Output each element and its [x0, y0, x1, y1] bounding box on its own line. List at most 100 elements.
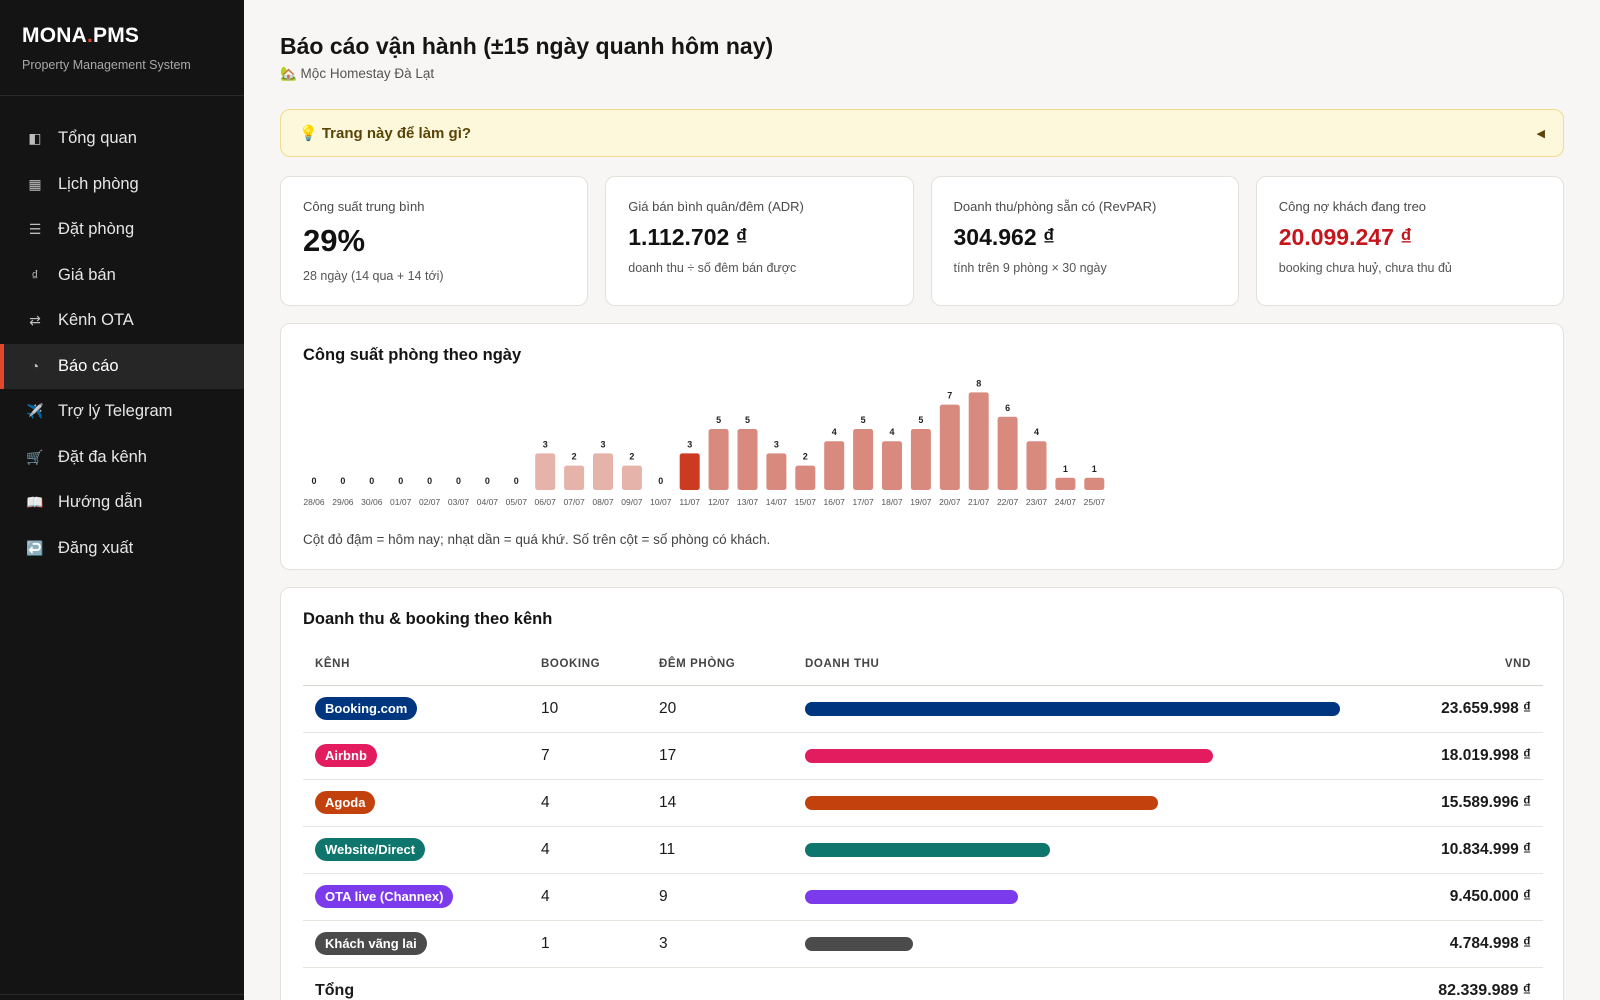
occupancy-bar: [824, 441, 845, 490]
booking-count: 7: [529, 732, 647, 780]
revenue-bar-cell: [793, 779, 1352, 827]
occupancy-value-label: 3: [774, 439, 779, 449]
occupancy-bar: [853, 429, 874, 490]
table-row[interactable]: Website/Direct 4 11 10.834.999 ₫: [303, 826, 1543, 874]
caret-left-icon: ◀: [1536, 127, 1545, 140]
occupancy-value-label: 4: [889, 427, 894, 437]
occupancy-value-label: 0: [340, 476, 345, 486]
revenue-amount: 23.659.998 ₫: [1352, 685, 1543, 733]
occupancy-value-label: 2: [803, 452, 808, 462]
date-tick-label: 17/07: [852, 497, 874, 507]
occupancy-value-label: 2: [629, 452, 634, 462]
channel-cell: Airbnb: [303, 732, 529, 780]
occupancy-value-label: 5: [716, 415, 721, 425]
occupancy-value-label: 1: [1092, 464, 1097, 474]
occupancy-value-label: 7: [947, 391, 952, 401]
table-row[interactable]: Khách vãng lai 1 3 4.784.998 ₫: [303, 920, 1543, 968]
plane-icon: ✈️: [26, 403, 44, 420]
date-tick-label: 05/07: [506, 497, 528, 507]
property-name: 🏡 Mộc Homestay Đà Lạt: [280, 66, 435, 81]
sidebar-item-9[interactable]: ↩️ Đăng xuất: [0, 526, 244, 572]
date-tick-label: 10/07: [650, 497, 672, 507]
kpi-card: Công suất trung bình 29% 28 ngày (14 qua +…: [280, 176, 589, 306]
sidebar-item-label: Tổng quan: [58, 129, 137, 148]
kpi-label: Giá bán bình quân/đêm (ADR): [628, 199, 804, 214]
brand-logo[interactable]: MONA.PMS: [22, 24, 140, 47]
help-toggle[interactable]: 💡 Trang này để làm gì? ◀: [280, 109, 1564, 157]
revenue-bar-track: [805, 842, 1340, 857]
occupancy-bar: [535, 453, 556, 490]
room-nights: 3: [647, 920, 793, 968]
revenue-amount: 4.784.998 ₫: [1352, 920, 1543, 968]
kpi-card: Giá bán bình quân/đêm (ADR) 1.112.702 ₫ do…: [605, 176, 914, 306]
sidebar-item-7[interactable]: 🛒 Đặt đa kênh: [0, 435, 244, 481]
sidebar-item-4[interactable]: ⇄ Kênh OTA: [0, 298, 244, 344]
sidebar-item-label: Báo cáo: [58, 356, 119, 375]
channel-badge: Khách vãng lai: [315, 932, 427, 955]
col-revenue: DOANH THU: [793, 643, 1352, 686]
table-row[interactable]: Airbnb 7 17 18.019.998 ₫: [303, 732, 1543, 780]
room-nights: 14: [647, 779, 793, 827]
occupancy-value-label: 0: [485, 476, 490, 486]
sidebar-item-2[interactable]: ☰ Đặt phòng: [0, 207, 244, 253]
occupancy-value-label: 6: [1005, 403, 1010, 413]
revenue-amount: 9.450.000 ₫: [1352, 873, 1543, 921]
date-tick-label: 02/07: [419, 497, 441, 507]
date-tick-label: 22/07: [997, 497, 1019, 507]
table-row[interactable]: Booking.com 10 20 23.659.998 ₫: [303, 685, 1543, 733]
date-tick-label: 21/07: [968, 497, 990, 507]
sidebar-item-label: Đặt phòng: [58, 220, 135, 239]
booking-count: 10: [529, 685, 647, 733]
kpi-label: Công nợ khách đang treo: [1278, 199, 1427, 214]
revenue-bar-cell: [793, 826, 1352, 874]
table-header-row: KÊNH BOOKING ĐÊM PHÒNG DOANH THU VND: [303, 643, 1543, 686]
sidebar-item-3[interactable]: ₫ Giá bán: [0, 253, 244, 299]
occupancy-bar: [939, 404, 960, 490]
occupancy-bar: [1055, 477, 1076, 490]
total-label: Tổng: [315, 981, 355, 999]
total-row: Tổng 82.339.989 ₫: [303, 967, 1543, 1000]
table-row[interactable]: OTA live (Channex) 4 9 9.450.000 ₫: [303, 873, 1543, 921]
occupancy-chart-title: Công suất phòng theo ngày: [303, 346, 522, 364]
kpi-label: Doanh thu/phòng sẵn có (RevPAR): [953, 199, 1157, 214]
date-tick-label: 07/07: [563, 497, 585, 507]
occupancy-bar: [1026, 441, 1047, 490]
revenue-amount: 10.834.999 ₫: [1352, 826, 1543, 874]
date-tick-label: 12/07: [708, 497, 730, 507]
date-tick-label: 19/07: [910, 497, 932, 507]
list-icon: ☰: [28, 221, 42, 238]
cart-icon: 🛒: [26, 448, 44, 465]
total-empty: [647, 967, 793, 1000]
date-tick-label: 14/07: [766, 497, 788, 507]
sidebar-item-0[interactable]: ◧ Tổng quan: [0, 116, 244, 162]
price-icon: ₫: [31, 267, 39, 284]
kpi-card: Doanh thu/phòng sẵn có (RevPAR) 304.962 ₫…: [930, 176, 1239, 306]
sidebar-item-6[interactable]: ✈️ Trợ lý Telegram: [0, 389, 244, 435]
sidebar-item-label: Đăng xuất: [58, 538, 134, 557]
revenue-bar: [805, 889, 1019, 904]
room-nights: 11: [647, 826, 793, 874]
date-tick-label: 24/07: [1055, 497, 1077, 507]
table-row[interactable]: Agoda 4 14 15.589.996 ₫: [303, 779, 1543, 827]
booking-count: 1: [529, 920, 647, 968]
col-channel: KÊNH: [303, 643, 529, 686]
channel-cell: Website/Direct: [303, 826, 529, 874]
occupancy-value-label: 2: [572, 452, 577, 462]
sidebar-item-label: Trợ lý Telegram: [58, 402, 173, 421]
channel-table: KÊNH BOOKING ĐÊM PHÒNG DOANH THU VND Boo…: [303, 643, 1543, 1000]
occupancy-chart-note: Cột đỏ đậm = hôm nay; nhạt dần = quá khứ…: [303, 532, 771, 547]
occupancy-bar: [795, 465, 816, 490]
sidebar-item-1[interactable]: ▦ Lịch phòng: [0, 162, 244, 208]
channel-badge: OTA live (Channex): [315, 885, 454, 908]
channel-cell: Khách vãng lai: [303, 920, 529, 968]
channel-badge: Airbnb: [315, 744, 377, 767]
date-tick-label: 06/07: [535, 497, 557, 507]
sidebar-item-label: Đặt đa kênh: [58, 447, 147, 466]
booking-count: 4: [529, 873, 647, 921]
occupancy-value-label: 0: [369, 476, 374, 486]
sidebar-item-8[interactable]: 📖 Hướng dẫn: [0, 480, 244, 526]
date-tick-label: 08/07: [592, 497, 614, 507]
occupancy-value-label: 5: [861, 415, 866, 425]
date-tick-label: 01/07: [390, 497, 412, 507]
sidebar-item-5[interactable]: ◔ Báo cáo: [0, 343, 244, 389]
